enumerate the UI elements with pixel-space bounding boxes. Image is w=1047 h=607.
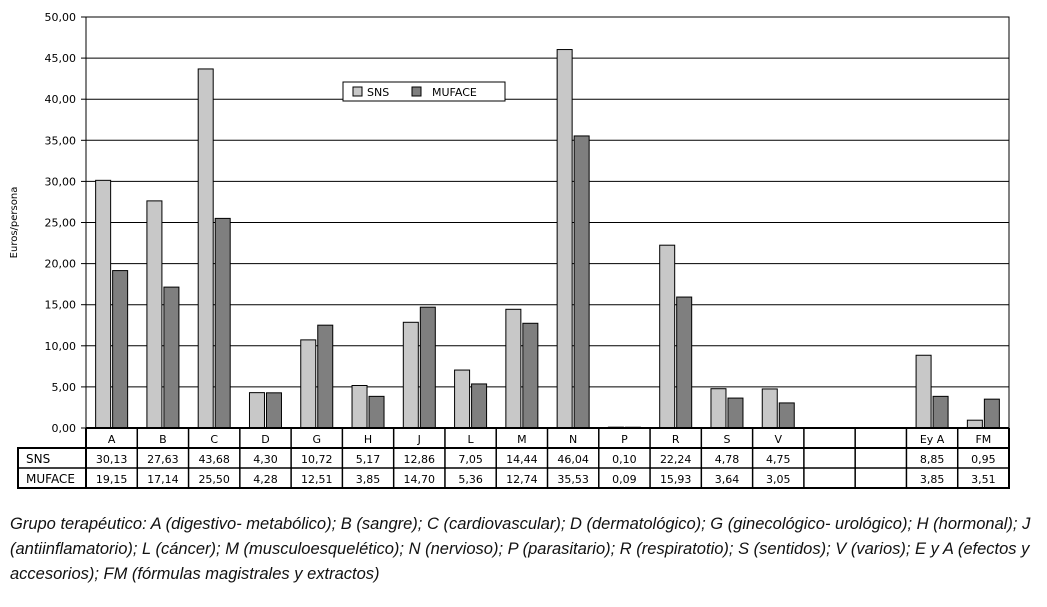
bar-muface	[471, 383, 488, 429]
bar-muface	[419, 306, 436, 429]
data-label: 43,68	[198, 453, 230, 466]
category-label: Ey A	[920, 433, 945, 446]
category-label: H	[364, 433, 372, 446]
category-label: C	[210, 433, 218, 446]
bar-sns	[197, 68, 214, 429]
y-tick-label: 40,00	[45, 93, 77, 106]
bar-muface	[932, 395, 949, 429]
data-label: 46,04	[557, 453, 589, 466]
data-label: 5,36	[458, 473, 483, 486]
y-tick-label: 50,00	[45, 11, 77, 24]
bar-sns	[915, 354, 932, 429]
data-label: 19,15	[96, 473, 128, 486]
data-label: 8,85	[920, 453, 945, 466]
data-label: 14,44	[506, 453, 538, 466]
y-tick-label: 10,00	[45, 340, 77, 353]
data-label: 17,14	[147, 473, 179, 486]
category-label: V	[774, 433, 782, 446]
data-label: 0,10	[612, 453, 637, 466]
category-label: FM	[975, 433, 991, 446]
bar-muface	[983, 398, 1000, 429]
category-label: G	[312, 433, 321, 446]
bar-sns	[95, 179, 112, 429]
series-row-label: MUFACE	[26, 472, 75, 486]
legend-label-sns: SNS	[367, 86, 389, 99]
category-label: L	[468, 433, 475, 446]
legend-label-muface: MUFACE	[432, 86, 477, 99]
data-label: 15,93	[660, 473, 692, 486]
bar-muface	[317, 324, 334, 429]
legend-swatch-sns	[352, 86, 363, 97]
data-label: 12,86	[404, 453, 436, 466]
data-label: 4,28	[253, 473, 278, 486]
data-label: 30,13	[96, 453, 128, 466]
bar-sns	[505, 308, 522, 429]
bar-sns	[351, 385, 368, 429]
data-label: 4,30	[253, 453, 278, 466]
bar-sns	[659, 244, 676, 429]
bar-muface	[522, 322, 539, 429]
bar-muface	[573, 135, 590, 429]
y-tick-label: 15,00	[45, 299, 77, 312]
data-label: 0,95	[971, 453, 996, 466]
data-label: 12,51	[301, 473, 333, 486]
bar-sns	[402, 321, 419, 429]
y-tick-label: 45,00	[45, 52, 77, 65]
category-label: J	[417, 433, 421, 446]
chart-caption: Grupo terapéutico: A (digestivo- metaból…	[10, 515, 1031, 583]
data-label: 35,53	[557, 473, 589, 486]
category-label: M	[517, 433, 527, 446]
y-tick-label: 20,00	[45, 258, 77, 271]
data-label: 10,72	[301, 453, 333, 466]
data-label: 27,63	[147, 453, 179, 466]
category-label: S	[723, 433, 730, 446]
category-label: P	[621, 433, 628, 446]
bar-muface	[778, 402, 795, 429]
bar-muface	[727, 397, 744, 429]
bar-muface	[676, 296, 693, 429]
data-label: 4,75	[766, 453, 791, 466]
bar-sns	[556, 49, 573, 429]
bar-sns	[146, 200, 163, 429]
y-tick-label: 35,00	[45, 134, 77, 147]
y-axis-label: Euros/persona	[9, 187, 20, 259]
category-label: A	[108, 433, 116, 446]
bar-sns	[300, 339, 317, 429]
legend	[342, 81, 506, 102]
series-row-label: SNS	[26, 452, 50, 466]
category-label: N	[569, 433, 577, 446]
bar-sns	[454, 369, 471, 429]
data-label: 4,78	[715, 453, 740, 466]
bar-sns	[761, 388, 778, 429]
bar-chart: 0,00 5,00 10,00 15,00 20,00 25,00 30,00 35,00 40…	[9, 11, 1010, 489]
data-label: 14,70	[404, 473, 436, 486]
bar-muface	[265, 392, 282, 429]
category-label: D	[261, 433, 269, 446]
data-label: 3,85	[920, 473, 945, 486]
y-tick-label: 0,00	[52, 422, 77, 435]
y-tick-label: 30,00	[45, 175, 77, 188]
bar-muface	[112, 270, 129, 429]
legend-swatch-muface	[411, 86, 422, 97]
bar-muface	[214, 217, 231, 429]
data-label: 22,24	[660, 453, 692, 466]
bar-sns	[710, 388, 727, 429]
data-label: 3,05	[766, 473, 791, 486]
category-label: B	[159, 433, 167, 446]
category-label: R	[672, 433, 680, 446]
bar-muface	[163, 286, 180, 429]
data-label: 25,50	[198, 473, 230, 486]
data-label: 0,09	[612, 473, 637, 486]
data-label: 12,74	[506, 473, 538, 486]
data-label: 3,64	[715, 473, 740, 486]
data-label: 7,05	[458, 453, 483, 466]
y-tick-label: 5,00	[52, 381, 77, 394]
data-label: 3,85	[356, 473, 381, 486]
y-tick-label: 25,00	[45, 217, 77, 230]
bar-sns	[966, 419, 983, 429]
bar-sns	[248, 392, 265, 429]
data-label: 5,17	[356, 453, 381, 466]
bar-muface	[368, 395, 385, 429]
data-label: 3,51	[971, 473, 996, 486]
